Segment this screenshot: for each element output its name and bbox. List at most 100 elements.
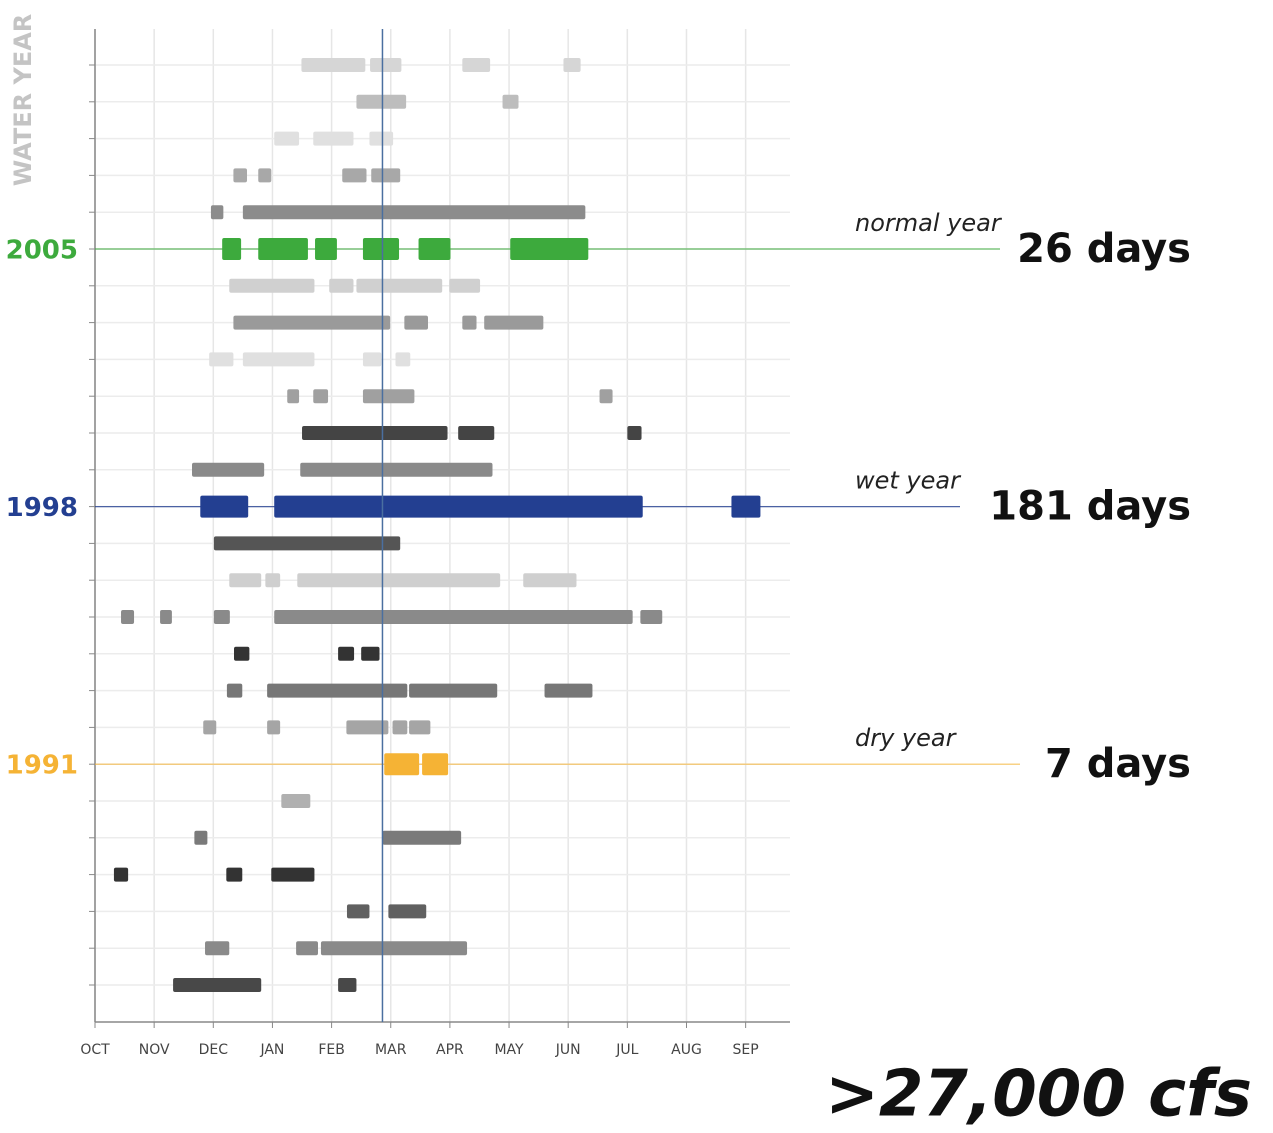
y-axis-title: WATER YEAR [9, 14, 37, 187]
range-bar [213, 610, 230, 624]
range-bar [121, 610, 135, 624]
range-bar [192, 462, 265, 477]
range-bar [404, 315, 429, 330]
range-bar [544, 683, 593, 698]
x-tick-label: APR [436, 1042, 464, 1058]
range-bar [371, 168, 401, 183]
range-bar [315, 238, 337, 260]
range-bar [234, 646, 250, 661]
range-bar [233, 315, 391, 330]
range-bar [370, 58, 402, 72]
range-bar [449, 278, 481, 293]
y-tick-label: 2005 [6, 236, 78, 266]
range-bar [356, 278, 443, 293]
range-bar [346, 720, 389, 735]
range-bar [362, 389, 415, 404]
range-bar [242, 205, 586, 220]
range-bar [274, 131, 300, 146]
x-tick-label: MAR [375, 1042, 407, 1058]
footer: >27,000 cfs [825, 1058, 1252, 1132]
days-label: 7 days [1045, 741, 1191, 787]
range-bar [203, 720, 217, 735]
range-bar [356, 94, 407, 109]
range-bar [287, 389, 300, 404]
range-bar [329, 278, 354, 293]
range-bar [265, 573, 281, 588]
x-tick-label: JUL [615, 1042, 638, 1058]
range-bar [627, 426, 642, 440]
range-bar [409, 720, 431, 735]
range-bar [320, 941, 468, 956]
range-bar [731, 495, 761, 518]
annotation: dry year [855, 724, 958, 752]
range-bar [462, 315, 477, 330]
range-bar [563, 58, 581, 72]
days-label: 181 days [989, 484, 1191, 530]
y-tick-label: 1991 [6, 751, 78, 781]
x-tick-label: NOV [139, 1042, 170, 1058]
range-bar [281, 794, 311, 808]
range-bar [599, 389, 613, 404]
range-bar [226, 867, 243, 882]
range-bar [523, 573, 577, 588]
range-bar [418, 238, 451, 260]
range-bar [338, 978, 357, 992]
range-bar [510, 238, 589, 260]
annotation: wet year [855, 467, 962, 495]
range-bar [458, 426, 495, 440]
x-tick-label: DEC [199, 1042, 229, 1058]
range-bar [361, 646, 380, 661]
range-bar [209, 352, 234, 367]
range-bar [229, 573, 262, 588]
x-tick-label: SEP [733, 1042, 759, 1058]
range-bar [210, 205, 224, 220]
range-bar [113, 867, 129, 882]
range-bar [267, 683, 408, 698]
range-bar [395, 352, 411, 367]
range-bar [338, 646, 355, 661]
x-tick-label: JAN [259, 1042, 284, 1058]
range-bar [258, 238, 308, 260]
x-tick-label: AUG [671, 1042, 702, 1058]
range-bar [296, 941, 318, 956]
annotation: normal year [855, 209, 1003, 237]
range-bar [346, 904, 370, 919]
range-bar [160, 610, 172, 624]
x-tick-label: FEB [318, 1042, 345, 1058]
range-bar [502, 94, 519, 109]
range-bar [274, 495, 643, 518]
range-bar [342, 168, 367, 183]
range-bar [297, 573, 501, 588]
range-bar [222, 238, 242, 260]
range-bar [300, 462, 493, 477]
range-bar [267, 720, 281, 735]
range-bar [242, 352, 315, 367]
y-tick-label: 1998 [6, 493, 78, 523]
range-bar [226, 683, 243, 698]
range-bar [382, 830, 462, 845]
range-bar [302, 426, 448, 440]
range-bar [301, 58, 366, 72]
range-bar [640, 610, 663, 624]
range-bar [484, 315, 544, 330]
range-bar [362, 352, 382, 367]
days-label: 26 days [1017, 226, 1191, 272]
range-bar [173, 978, 262, 992]
range-bar [384, 753, 420, 776]
range-bar [313, 389, 329, 404]
range-bar [369, 131, 394, 146]
x-tick-label: MAY [494, 1042, 524, 1058]
x-tick-label: JUN [555, 1042, 581, 1058]
range-bar [362, 238, 400, 260]
range-bar [200, 495, 249, 518]
range-bar [422, 753, 449, 776]
range-bar [205, 941, 230, 956]
range-bar [271, 867, 315, 882]
range-bar [388, 904, 427, 919]
range-bar [462, 58, 491, 72]
range-bar [313, 131, 354, 146]
range-bar [229, 278, 315, 293]
range-bar [258, 168, 272, 183]
range-bar [233, 168, 248, 183]
